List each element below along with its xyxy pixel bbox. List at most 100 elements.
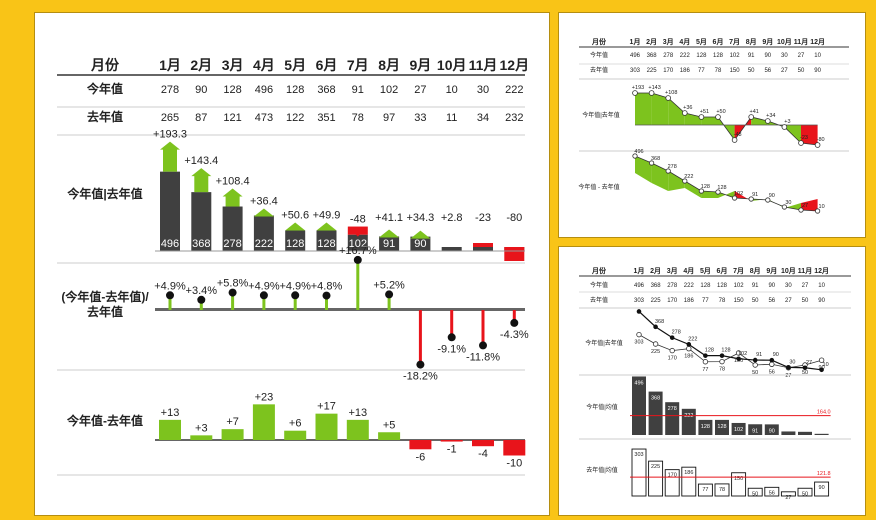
pct-label: -9.1% <box>437 343 466 355</box>
waterfall-diff-label: +34.3 <box>406 212 434 224</box>
month-label: 10月 <box>437 57 467 73</box>
waterfall-diff-label: +49.9 <box>313 210 341 222</box>
pct-label: +4.8% <box>311 281 343 293</box>
waterfall-arrow-down <box>347 226 368 237</box>
pct-baseline <box>155 308 525 311</box>
area1-dot <box>648 90 655 96</box>
this-year-value: 128 <box>696 53 707 59</box>
this-year-value: 90 <box>195 84 207 96</box>
last-year-value: 34 <box>477 112 489 124</box>
area1-dot <box>814 142 821 148</box>
last-year-point-label: 77 <box>702 367 708 373</box>
this-year-bar <box>698 419 713 435</box>
this-year-value: 496 <box>634 283 645 289</box>
diff-row-label: 今年值-去年值 <box>66 413 143 428</box>
last-year-value: 150 <box>730 68 741 74</box>
diff-label: -6 <box>416 451 426 463</box>
chart-panel-area: 月份 1月 2月 3月 4月 5月 6月 7月 8月 9月 10月 11月 12月 今年值 496 368 27… <box>558 12 866 238</box>
waterfall-bar-label: 128 <box>317 238 335 250</box>
last-year-value: 77 <box>698 68 705 74</box>
waterfall-diff-label: +143.4 <box>184 155 218 167</box>
last-year-value: 351 <box>317 112 335 124</box>
last-year-bar <box>764 486 780 497</box>
waterfall-diff-label: +108.4 <box>216 176 250 188</box>
this-year-value: 91 <box>352 84 364 96</box>
month-label: 8月 <box>750 267 761 275</box>
this-year-value: 90 <box>764 53 771 59</box>
area1-diff-label: +108 <box>665 90 677 96</box>
last-year-value: 170 <box>663 68 674 74</box>
area1-segment <box>701 117 718 125</box>
chart-panel-bars: 月份 1月 2月 3月 4月 5月 6月 7月 8月 9月 10月 11月 12月 今年值 496 368 27… <box>558 246 866 516</box>
waterfall-diff-label: +2.8 <box>441 212 463 224</box>
this-year-dot <box>636 309 642 314</box>
waterfall-diff-label: -80 <box>506 212 522 224</box>
last-year-bar <box>681 466 697 497</box>
last-year-bar-label: 303 <box>634 452 643 458</box>
month-label: 9月 <box>766 267 777 275</box>
last-year-bar-label: 186 <box>684 470 693 476</box>
waterfall-green-segment <box>225 194 240 207</box>
area1-diff-label: +50 <box>716 109 725 115</box>
this-year-line <box>638 311 822 371</box>
last-year-dot <box>702 359 709 365</box>
this-year-value: 128 <box>700 283 711 289</box>
month-label: 11月 <box>794 38 808 46</box>
area1-dot <box>781 124 788 130</box>
waterfall-dark-bar <box>222 206 243 251</box>
last-year-point-label: 56 <box>769 369 775 375</box>
area2-dot <box>682 178 688 184</box>
this-year-point-label: 278 <box>672 330 681 336</box>
waterfall-dark-bar <box>253 215 274 251</box>
this-year-dot <box>786 365 791 370</box>
waterfall-diff-label: +193.3 <box>153 129 187 141</box>
area2-segment <box>635 156 652 183</box>
this-year-value: 128 <box>223 84 241 96</box>
month-label: 5月 <box>284 57 306 73</box>
pct-dot <box>228 288 237 297</box>
waterfall-arrow-up <box>253 208 274 217</box>
this-year-bar <box>748 424 763 435</box>
this-year-value: 368 <box>317 84 335 96</box>
month-label: 5月 <box>696 38 707 46</box>
this-year-value: 102 <box>380 84 398 96</box>
waterfall-arrow-up <box>160 141 180 150</box>
this-year-point-label: 90 <box>773 352 779 358</box>
month-label: 12月 <box>810 38 825 46</box>
area1-diff-label: +3 <box>784 119 790 125</box>
this-year-value: 30 <box>477 84 489 96</box>
pct-label: -11.8% <box>466 351 500 363</box>
last-year-value: 122 <box>286 112 304 124</box>
last-year-bar-label: 170 <box>668 473 677 479</box>
area1-diff-label: +41 <box>750 109 759 115</box>
area1-segment <box>801 125 818 145</box>
this-year-value: 30 <box>781 53 788 59</box>
last-year-bar-label: 90 <box>819 485 825 491</box>
area2-segment <box>784 203 801 210</box>
last-year-value: 170 <box>667 298 678 304</box>
last-year-dot <box>769 361 775 367</box>
pct-label: +4.9% <box>154 280 186 292</box>
bar1-row-label: 今年值|均值 <box>586 403 618 411</box>
this-year-value: 91 <box>748 53 755 59</box>
last-year-bar <box>664 469 680 497</box>
this-year-dot <box>703 353 708 358</box>
this-year-point-label: 91 <box>756 352 762 358</box>
last-year-point-label: 27 <box>785 373 791 379</box>
waterfall-diff-label: -48 <box>350 214 366 226</box>
this-year-dot <box>736 356 741 362</box>
last-year-value: 11 <box>446 112 457 124</box>
month-label: 3月 <box>663 38 674 46</box>
last-year-point-label: 50 <box>802 370 808 376</box>
last-year-value: 50 <box>752 298 759 304</box>
this-year-value: 10 <box>446 84 458 96</box>
area2-value-label: 102 <box>734 191 743 197</box>
last-year-dot <box>818 357 825 363</box>
diff-label: +13 <box>161 407 180 419</box>
area1-segment <box>668 98 685 125</box>
last-year-value: 56 <box>768 298 775 304</box>
month-label: 8月 <box>746 38 757 46</box>
this-year-bar <box>764 424 779 435</box>
last-year-bar-label: 225 <box>651 464 660 470</box>
